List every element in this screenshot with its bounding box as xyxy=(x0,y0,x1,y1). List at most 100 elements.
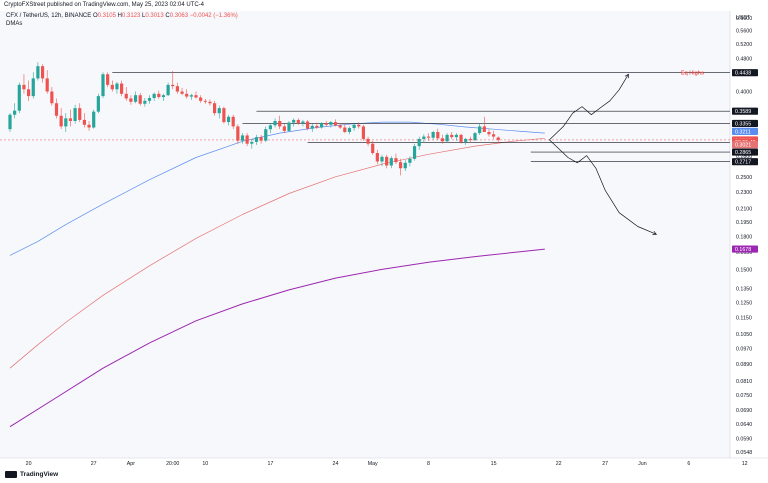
y-tick-label: 0.4000 xyxy=(736,90,752,96)
candle-body xyxy=(264,129,268,141)
y-tick-label: 0.6000 xyxy=(736,16,752,22)
x-tick-label: 8 xyxy=(427,461,430,467)
candle-body xyxy=(445,134,449,142)
candle-body xyxy=(315,125,319,128)
candle-body xyxy=(64,118,68,127)
candle-body xyxy=(333,122,338,126)
candle-body xyxy=(129,98,133,102)
candle-body xyxy=(464,138,468,142)
candle-body xyxy=(152,93,156,98)
candle-body xyxy=(73,108,77,122)
y-axis-ticks: 0.60000.56000.52000.48000.44000.40000.36… xyxy=(736,16,752,456)
candle-body xyxy=(380,156,384,162)
candle-body xyxy=(282,126,286,131)
candle-body xyxy=(236,126,240,141)
candle-body xyxy=(59,115,63,127)
candle-body xyxy=(157,93,161,98)
candle-body xyxy=(68,118,73,122)
candle-body xyxy=(473,133,477,141)
price-tag xyxy=(732,158,758,166)
candle-body xyxy=(120,83,124,94)
candle-body xyxy=(78,108,82,120)
candle-body xyxy=(324,123,328,125)
brand-text: TradingView xyxy=(20,471,59,478)
candle-body xyxy=(36,66,40,79)
candle-body xyxy=(180,91,184,94)
candle-body xyxy=(436,131,440,139)
candle-body xyxy=(217,108,221,114)
candle-body xyxy=(319,123,324,128)
candle-body xyxy=(106,74,110,85)
candle-body xyxy=(226,116,231,123)
candle-body xyxy=(50,91,54,104)
price-tag xyxy=(732,107,758,115)
candle-body xyxy=(31,78,35,97)
open-label: O xyxy=(92,13,98,19)
low-label: L xyxy=(142,13,146,19)
candle-body xyxy=(329,122,333,125)
candle-body xyxy=(245,135,249,144)
candle-body xyxy=(133,95,138,102)
candle-body xyxy=(250,141,254,144)
candle-body xyxy=(431,131,435,138)
candle-body xyxy=(375,152,379,162)
candle-body xyxy=(166,84,170,96)
close-value: 0.3063 xyxy=(169,13,189,19)
projection-arrowhead xyxy=(624,73,629,79)
price-tag-label: 0.3211 xyxy=(735,129,751,135)
open-value: 0.3105 xyxy=(97,13,116,19)
candle-body xyxy=(343,127,347,132)
y-tick-label: 0.0590 xyxy=(736,437,752,443)
candle-body xyxy=(222,108,226,123)
y-tick-label: 0.1800 xyxy=(736,234,752,240)
candle-body xyxy=(273,121,277,126)
projection-path xyxy=(549,139,657,235)
candle-body xyxy=(54,103,59,116)
symbol-row: CFX / TetherUS, 12h, BINANCE O0.3105 H0.… xyxy=(6,12,238,20)
candle-body xyxy=(278,121,282,127)
candle-body xyxy=(143,100,147,104)
candle-body xyxy=(27,89,31,97)
price-axis-panel xyxy=(730,11,768,458)
candle-body xyxy=(254,137,259,142)
candle-body xyxy=(110,84,114,90)
x-tick-label: 27 xyxy=(91,461,97,467)
candle-body xyxy=(171,84,175,87)
y-tick-label: 0.0810 xyxy=(736,379,752,385)
y-tick-label: 0.2500 xyxy=(736,175,752,181)
x-tick-label: 15 xyxy=(491,461,497,467)
price-tag xyxy=(732,245,758,253)
x-tick-label: 27 xyxy=(602,461,608,467)
candle-body xyxy=(147,97,152,101)
candle-body xyxy=(399,162,403,169)
candle-body xyxy=(92,111,96,128)
change-value: −0.0042 (−1.36%) xyxy=(189,13,238,19)
price-tag-label: 0.3589 xyxy=(735,109,751,115)
candle-body xyxy=(115,83,119,90)
price-tags: 0.44380.35890.33550.32110.306309:55:480.… xyxy=(732,69,758,253)
plot-area xyxy=(0,11,730,458)
candle-body xyxy=(394,158,398,163)
price-tag-label: 0.3021 xyxy=(735,143,751,149)
price-tag xyxy=(732,148,758,156)
candle-body xyxy=(96,96,100,112)
candle-body xyxy=(366,138,370,144)
candle-body xyxy=(347,128,352,132)
candle-body xyxy=(194,95,198,98)
price-tag-label: 0.2865 xyxy=(735,150,751,156)
x-axis-ticks: 20 27 Apr 20:00 10 17 24 May 8 15 22 27 Jun 6 12 xyxy=(26,461,748,467)
candle-body xyxy=(482,126,486,132)
tradingview-logo[interactable]: TradingView xyxy=(5,471,58,478)
y-tick-label: 0.0750 xyxy=(736,393,752,399)
candle-body xyxy=(13,110,17,115)
projection-arrowhead xyxy=(652,230,658,236)
indicator-label[interactable]: DMAs xyxy=(6,21,23,27)
candle-body xyxy=(203,100,207,102)
candle-body xyxy=(468,138,472,141)
horizontal-levels: Eq Highs xyxy=(112,71,730,162)
candle-body xyxy=(389,158,393,166)
candle-body xyxy=(292,119,296,123)
candle-body xyxy=(371,143,375,153)
candle-body xyxy=(440,138,445,142)
